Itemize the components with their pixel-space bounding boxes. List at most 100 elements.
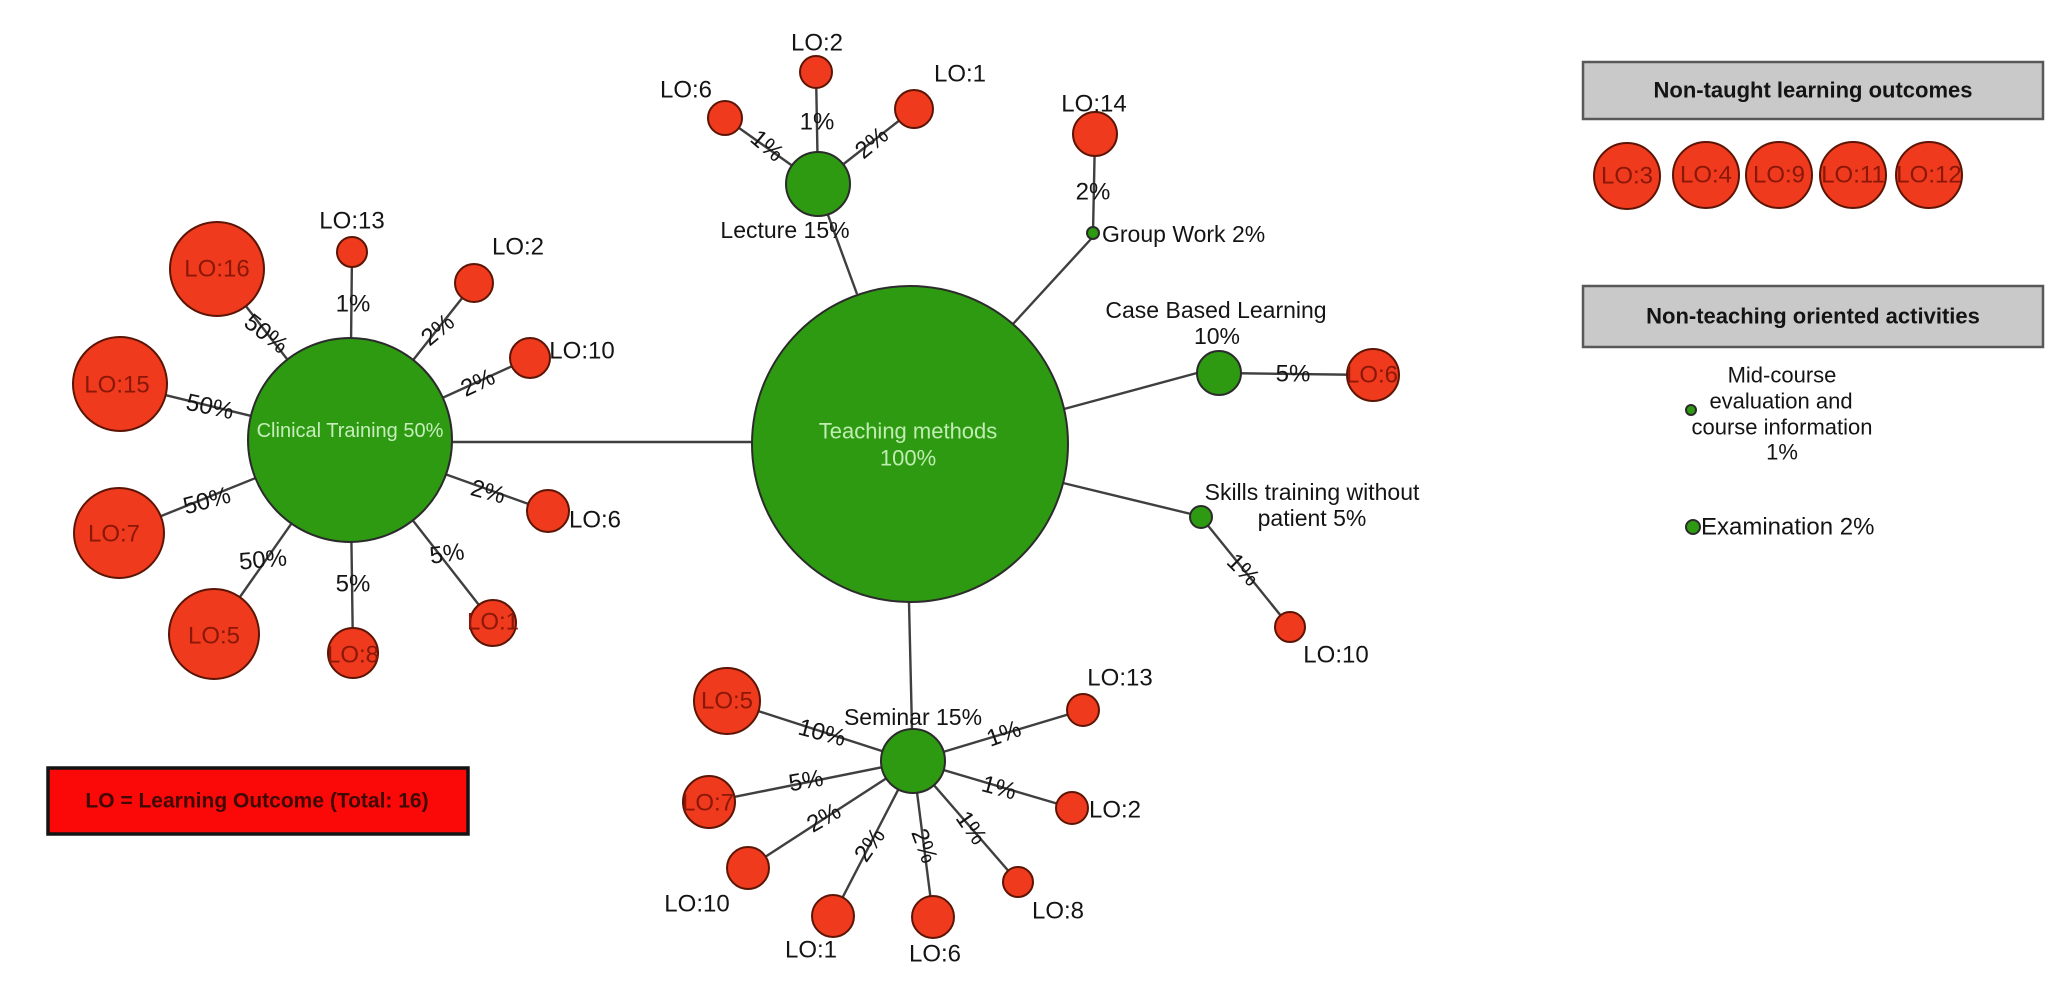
seminar-lo8-node xyxy=(1002,866,1034,898)
skills-training-label-line2: patient 5% xyxy=(1258,505,1367,531)
skills-lo10-label: LO:10 xyxy=(1303,642,1368,669)
edge-skills-lo10 xyxy=(1200,516,1291,628)
clinical-lo2-pct: 2% xyxy=(416,309,460,352)
teaching-methods-node xyxy=(751,285,1069,603)
non-taught-lo9-node xyxy=(1745,141,1813,209)
seminar-lo5-pct: 10% xyxy=(795,714,848,753)
case-lo6-pct: 5% xyxy=(1276,361,1311,388)
seminar-lo10-pct: 2% xyxy=(802,798,846,839)
skills-training-label-line1: Skills training without xyxy=(1205,479,1420,505)
clinical-lo15-pct: 50% xyxy=(184,389,237,425)
case-lo6-label: LO:6 xyxy=(1346,362,1398,389)
edge-teaching-seminar xyxy=(907,601,914,731)
non-taught-header-box xyxy=(1581,60,2045,121)
lecture-lo6-label: LO:6 xyxy=(660,77,712,104)
clinical-lo10-pct: 2% xyxy=(457,363,500,402)
non-taught-lo3-label: LO:3 xyxy=(1601,163,1653,190)
lecture-lo2-pct: 1% xyxy=(800,109,835,136)
clinical-lo13-pct: 1% xyxy=(336,291,371,318)
teaching-methods-label-line2: 100% xyxy=(880,446,936,471)
non-teaching-title: Non-teaching oriented activities xyxy=(1646,304,1980,329)
edge-teaching-groupwork xyxy=(1012,238,1092,325)
lecture-lo6-pct: 1% xyxy=(745,125,789,168)
clinical-lo2-node xyxy=(454,263,494,303)
lecture-lo2-node xyxy=(799,55,833,89)
non-teaching-panel: Non-teaching oriented activities Mid-cou… xyxy=(1581,284,2045,541)
teaching-methods-label-line1: Teaching methods xyxy=(819,419,998,444)
clinical-lo1-label: LO:1 xyxy=(467,609,519,636)
seminar-lo1-pct: 2% xyxy=(849,823,891,867)
clinical-lo1-pct: 5% xyxy=(428,538,466,570)
clinical-lo6-pct: 2% xyxy=(468,474,508,509)
non-teaching-header-box xyxy=(1581,284,2045,349)
legend-box xyxy=(46,766,470,836)
mid-course-label-line1: Mid-course xyxy=(1728,363,1837,388)
mid-course-label-line4: 1% xyxy=(1766,440,1798,465)
skills-training-node xyxy=(1189,505,1213,529)
seminar-lo6-label: LO:6 xyxy=(909,941,961,968)
non-taught-lo4-label: LO:4 xyxy=(1680,162,1732,189)
seminar-lo5-node xyxy=(693,667,761,735)
case-based-learning-node xyxy=(1196,350,1242,396)
mid-course-dot xyxy=(1685,404,1697,416)
legend: LO = Learning Outcome (Total: 16) xyxy=(46,766,470,836)
clinical-lo5-label: LO:5 xyxy=(188,623,240,650)
examination-label: Examination 2% xyxy=(1701,514,1874,541)
clinical-lo13-label: LO:13 xyxy=(319,208,384,235)
group-work-node xyxy=(1086,226,1100,240)
mid-course-label-line3: course information xyxy=(1692,415,1873,440)
clinical-lo6-node xyxy=(526,489,570,533)
seminar-lo13-node xyxy=(1066,693,1100,727)
clinical-lo10-node xyxy=(509,337,551,379)
lecture-lo6-node xyxy=(707,100,743,136)
edge-teaching-skills xyxy=(1062,481,1192,516)
non-taught-title: Non-taught learning outcomes xyxy=(1654,78,1973,103)
seminar-lo10-label: LO:10 xyxy=(664,891,729,918)
non-taught-lo12-label: LO:12 xyxy=(1896,162,1961,189)
clinical-lo1-node xyxy=(469,599,517,647)
clinical-training-label: Clinical Training 50% xyxy=(257,420,444,442)
clinical-lo5-node xyxy=(168,588,260,680)
non-taught-lo11-label: LO:11 xyxy=(1821,162,1885,189)
clinical-lo7-node xyxy=(73,487,165,579)
lecture-lo1-label: LO:1 xyxy=(934,61,986,88)
clinical-lo16-pct: 50% xyxy=(239,309,293,360)
non-taught-lo4-node xyxy=(1672,141,1740,209)
clinical-lo2-label: LO:2 xyxy=(492,234,544,261)
non-taught-lo12-node xyxy=(1895,141,1963,209)
clinical-training-node xyxy=(247,337,453,543)
clinical-lo16-label: LO:16 xyxy=(184,256,249,283)
seminar-lo5-label: LO:5 xyxy=(701,688,753,715)
clinical-lo6-label: LO:6 xyxy=(569,507,621,534)
group-work-label: Group Work 2% xyxy=(1102,221,1265,247)
seminar-lo2-pct: 1% xyxy=(979,770,1019,805)
skills-lo10-node xyxy=(1274,611,1306,643)
seminar-lo2-node xyxy=(1055,791,1089,825)
seminar-lo13-pct: 1% xyxy=(983,715,1025,752)
clinical-lo15-label: LO:15 xyxy=(84,372,149,399)
clinical-lo8-label: LO:8 xyxy=(327,642,379,669)
clinical-lo5-pct: 50% xyxy=(238,544,288,575)
seminar-label: Seminar 15% xyxy=(844,704,982,730)
groupwork-lo14-node xyxy=(1072,111,1118,157)
case-based-learning-label-line1: Case Based Learning xyxy=(1105,297,1326,323)
lecture-lo1-node xyxy=(894,89,934,129)
non-taught-lo9-label: LO:9 xyxy=(1753,162,1805,189)
legend-label: LO = Learning Outcome (Total: 16) xyxy=(85,790,428,813)
lecture-node xyxy=(785,151,851,217)
clinical-lo7-pct: 50% xyxy=(180,482,233,521)
lecture-lo2-label: LO:2 xyxy=(791,30,843,57)
clinical-lo13-node xyxy=(336,236,368,268)
edge-teaching-lecture xyxy=(826,214,859,295)
edge-seminar-lo7 xyxy=(708,759,914,804)
non-taught-panel: Non-taught learning outcomes LO:3 LO:4 L… xyxy=(1581,60,2045,210)
seminar-lo10-node xyxy=(726,846,770,890)
seminar-lo7-pct: 5% xyxy=(787,765,826,798)
clinical-lo8-node xyxy=(327,627,379,679)
edge-teaching-case xyxy=(1063,371,1198,411)
clinical-lo10-label: LO:10 xyxy=(549,338,614,365)
non-taught-lo3-node xyxy=(1593,142,1661,210)
examination-dot xyxy=(1685,519,1701,535)
